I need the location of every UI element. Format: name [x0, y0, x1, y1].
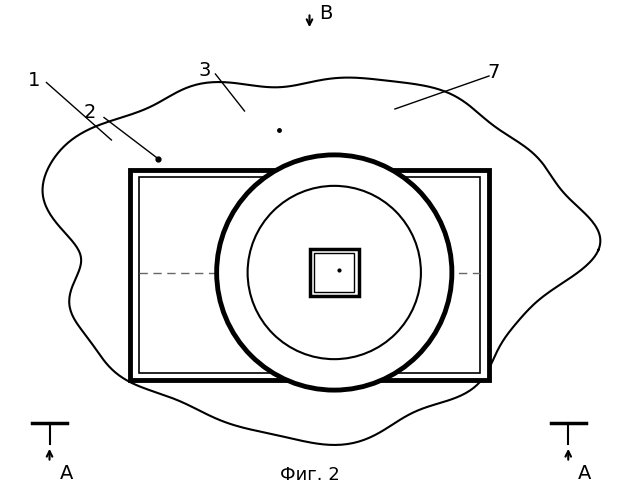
Text: 1: 1 — [28, 70, 40, 90]
Bar — [314, 252, 354, 292]
Bar — [139, 177, 480, 373]
Text: B: B — [319, 4, 333, 23]
Bar — [310, 248, 359, 296]
Ellipse shape — [248, 186, 421, 359]
Ellipse shape — [217, 155, 452, 390]
Text: 2: 2 — [84, 103, 96, 122]
Text: 3: 3 — [198, 60, 210, 80]
Text: A: A — [578, 464, 592, 483]
Bar — [130, 170, 489, 380]
Text: Фиг. 2: Фиг. 2 — [280, 466, 339, 484]
Text: A: A — [59, 464, 73, 483]
Text: 7: 7 — [488, 63, 500, 82]
